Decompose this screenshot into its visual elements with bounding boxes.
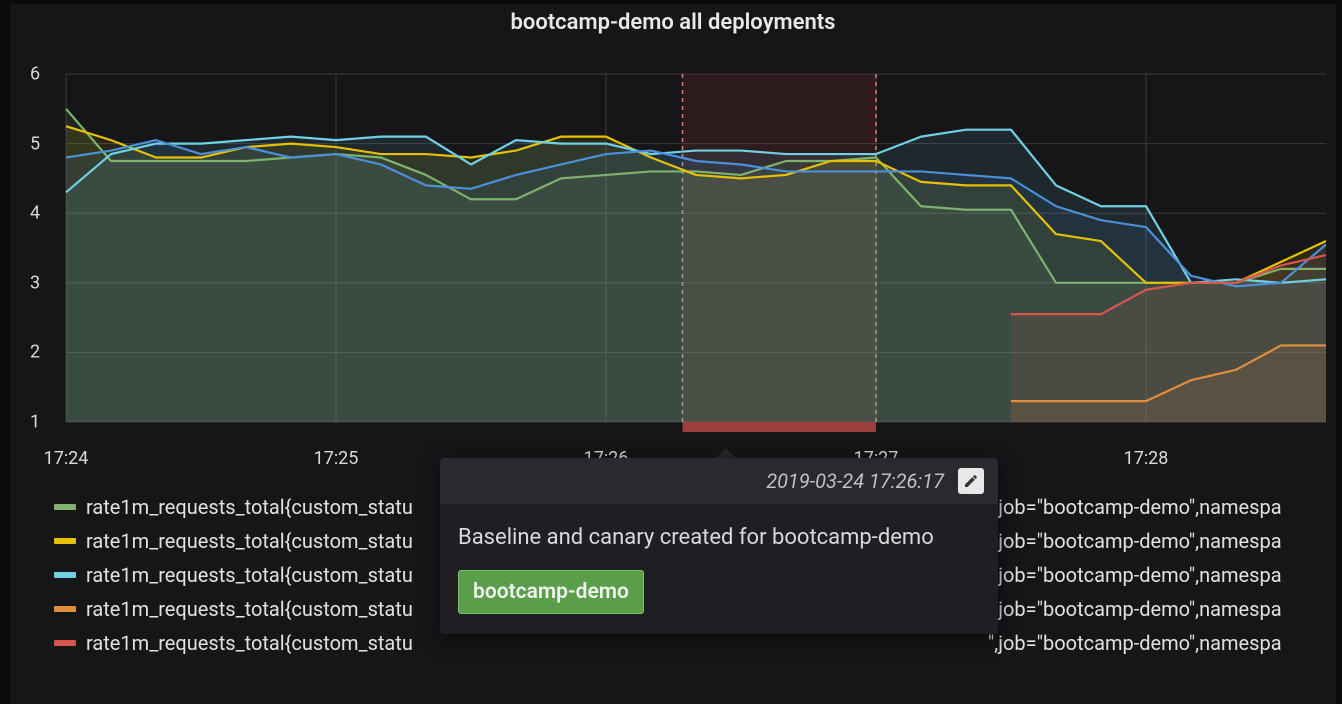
legend-label: rate1m_requests_total{custom_statu [86,490,413,524]
edit-icon[interactable] [958,468,984,494]
legend-swatch [54,538,76,544]
legend-label: rate1m_requests_total{custom_statu [86,524,413,558]
y-axis-tick: 2 [30,342,40,363]
legend-swatch [54,504,76,510]
y-axis-tick: 3 [30,272,40,293]
chart-area[interactable]: 12345617:2417:2517:2617:2717:28 [30,62,1326,434]
legend-swatch [54,640,76,646]
x-axis-tick: 17:28 [1124,448,1169,469]
legend-swatch [54,606,76,612]
annotation-tooltip: 2019-03-24 17:26:17 Baseline and canary … [440,458,998,634]
y-axis-tick: 4 [30,203,40,224]
tooltip-header: 2019-03-24 17:26:17 [440,458,998,504]
x-axis-tick: 17:25 [314,448,359,469]
tooltip-tag[interactable]: bootcamp-demo [458,570,644,614]
y-axis-tick: 5 [30,133,40,154]
legend-label: ",job="bootcamp-demo",namespa [988,490,1282,524]
legend-label: ",job="bootcamp-demo",namespa [988,592,1282,626]
legend-swatch [54,572,76,578]
tooltip-message: Baseline and canary created for bootcamp… [458,522,980,554]
legend-label: rate1m_requests_total{custom_statu [86,626,413,660]
y-axis-tick: 6 [30,64,40,85]
panel-title: bootcamp-demo all deployments [10,4,1336,35]
line-chart-svg [30,62,1326,434]
tooltip-timestamp: 2019-03-24 17:26:17 [766,469,944,493]
legend-label: rate1m_requests_total{custom_statu [86,558,413,592]
tooltip-body: Baseline and canary created for bootcamp… [440,504,998,634]
x-axis-tick: 17:24 [44,448,89,469]
legend-label: ",job="bootcamp-demo",namespa [988,626,1282,660]
legend-label: rate1m_requests_total{custom_statu [86,592,413,626]
legend-label: ",job="bootcamp-demo",namespa [988,524,1282,558]
y-axis-tick: 1 [30,412,40,433]
legend-label: ",job="bootcamp-demo",namespa [988,558,1282,592]
tooltip-caret [716,448,736,458]
